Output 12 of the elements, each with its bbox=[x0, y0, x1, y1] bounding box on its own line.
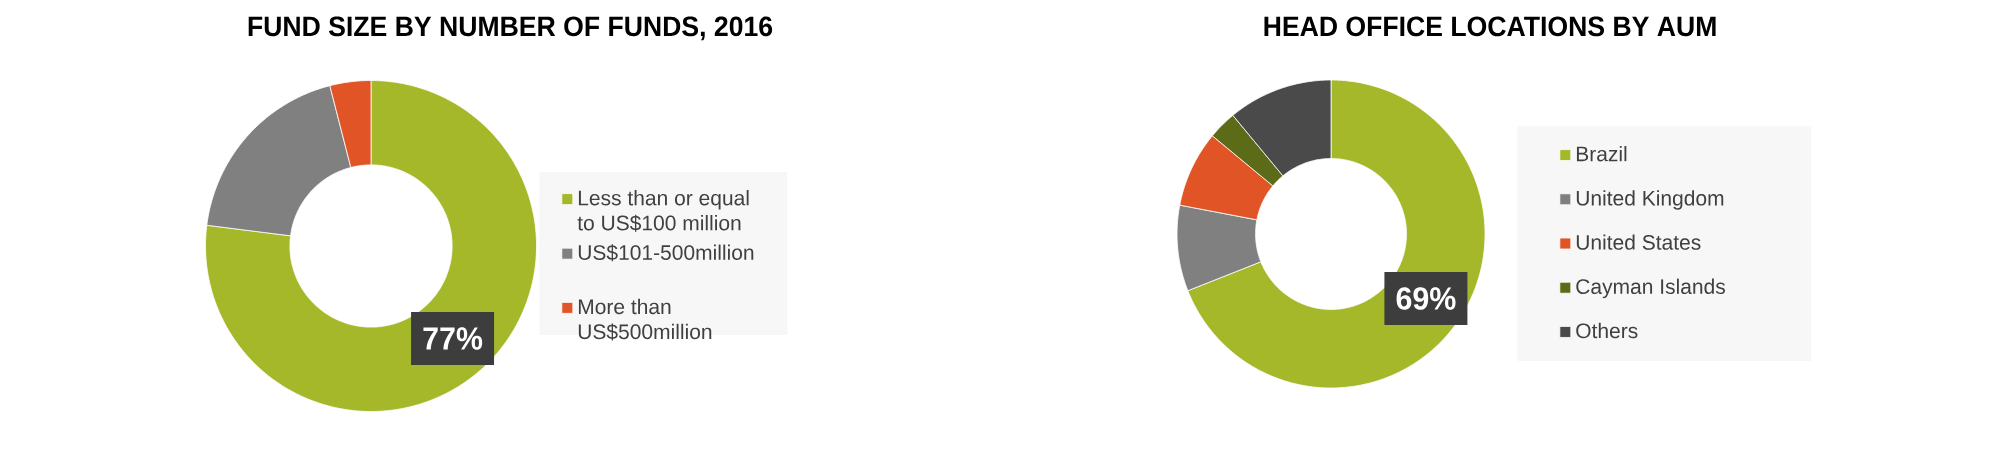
legend-label: Brazil bbox=[1576, 145, 1627, 162]
data-label: 77% bbox=[423, 327, 483, 350]
data-label: 69% bbox=[1396, 287, 1456, 310]
legend-label: Less than or equal to US$100 million bbox=[577, 190, 749, 232]
legend-label: United States bbox=[1576, 234, 1701, 250]
legend-label: Cayman Islands bbox=[1576, 278, 1725, 299]
legend-label: Others bbox=[1576, 322, 1638, 339]
chart-title: HEAD OFFICE LOCATIONS BY AUM bbox=[1264, 16, 1716, 37]
chart-title: FUND SIZE BY NUMBER OF FUNDS, 2016 bbox=[248, 16, 773, 41]
legend-label: US$101-500million bbox=[578, 244, 754, 262]
legend-label: More than US$500million bbox=[578, 298, 712, 341]
legend-label: United Kingdom bbox=[1576, 190, 1724, 210]
